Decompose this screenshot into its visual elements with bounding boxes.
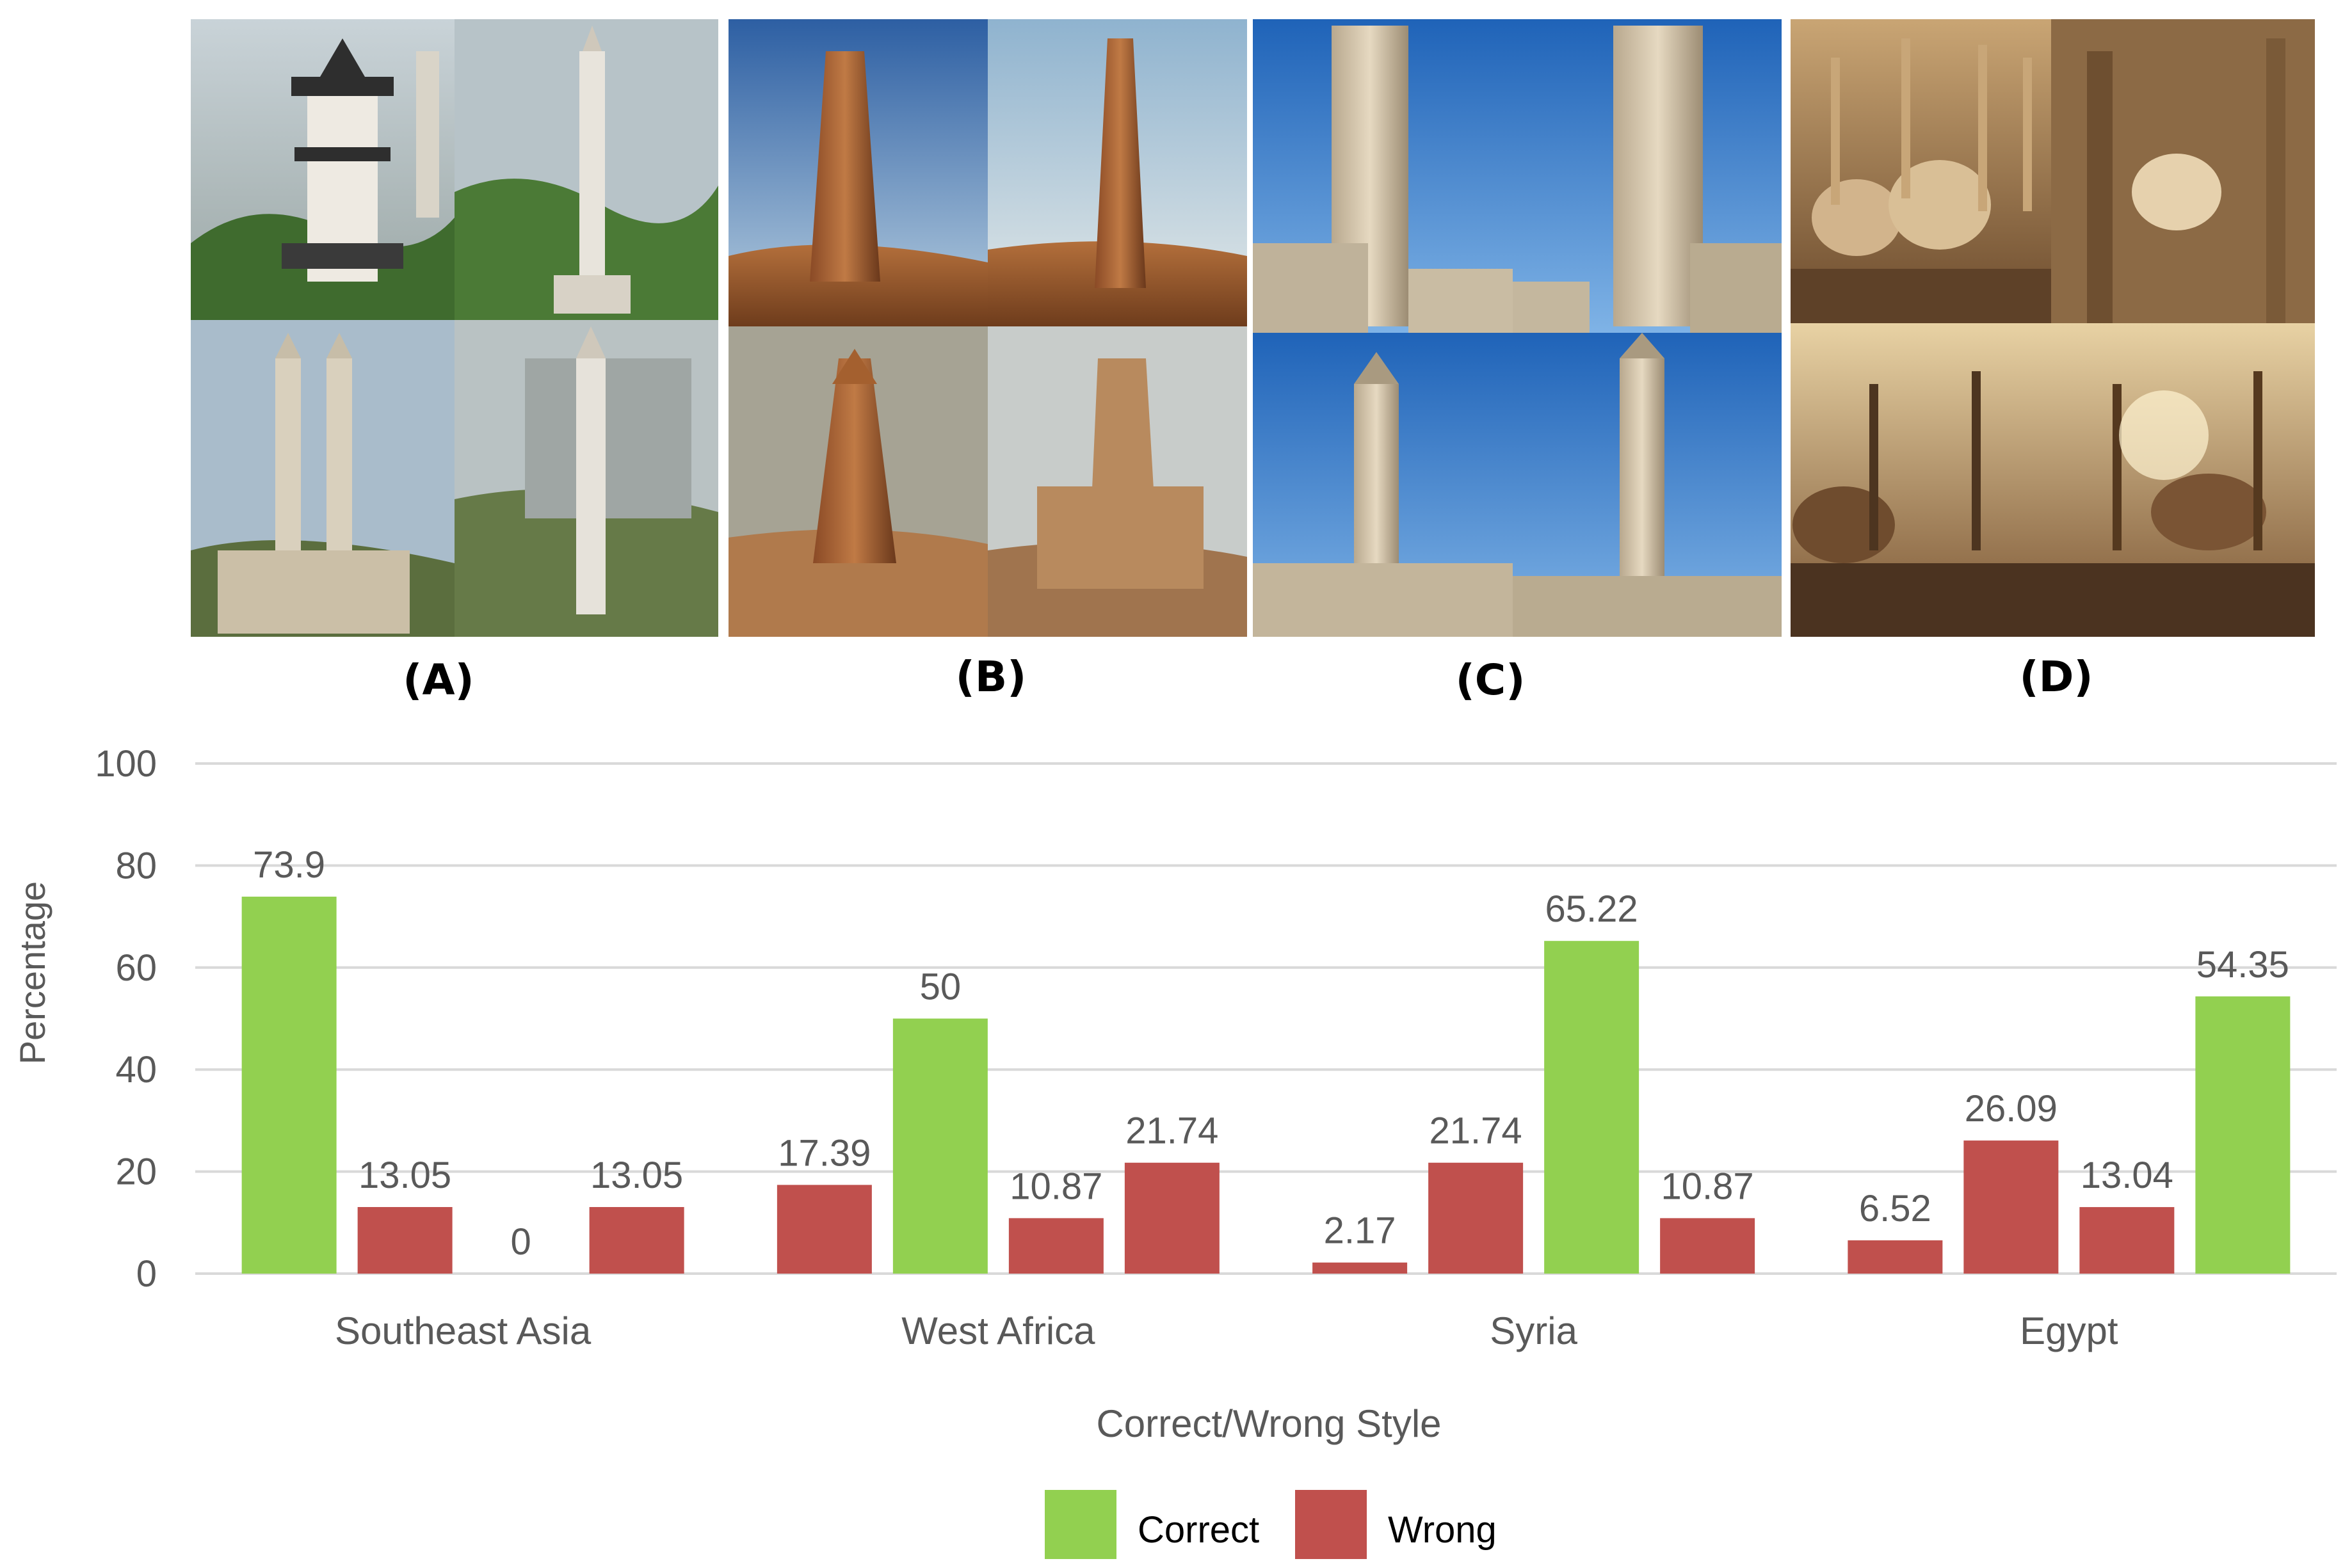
data-label: 21.74 (1430, 1110, 1522, 1152)
bar-wrong (777, 1185, 872, 1274)
data-label: 54.35 (2196, 944, 2289, 986)
data-label: 13.05 (358, 1155, 451, 1196)
bar-wrong (1008, 1218, 1104, 1274)
photo-strip: (A) (B) (C) (D) (191, 19, 2315, 705)
data-label: 6.52 (1859, 1188, 1931, 1229)
legend-label-wrong: Wrong (1388, 1509, 1497, 1551)
y-axis-ticks: 0 20 40 60 80 100 (95, 743, 157, 1295)
data-label: 50 (920, 966, 962, 1008)
panel-label-a: (A) (403, 655, 474, 705)
bar-wrong (2079, 1207, 2175, 1274)
data-label: 0 (510, 1221, 531, 1263)
category-label: West Africa (901, 1309, 1095, 1352)
bar-wrong (1660, 1218, 1755, 1274)
category-label: Southeast Asia (335, 1309, 592, 1352)
y-tick-label: 0 (136, 1253, 157, 1295)
legend-swatch-correct (1045, 1490, 1116, 1559)
bar-correct (2195, 996, 2291, 1274)
data-label: 73.9 (253, 844, 325, 886)
data-label: 13.05 (590, 1155, 683, 1196)
bar-wrong (1848, 1240, 1943, 1274)
y-tick-label: 40 (115, 1049, 157, 1091)
bar-correct (241, 897, 337, 1274)
photo-panel-b (729, 19, 1247, 637)
x-axis-title: Correct/Wrong Style (1096, 1402, 1441, 1445)
bar-correct (1544, 941, 1639, 1274)
data-label: 10.87 (1010, 1165, 1102, 1207)
panel-label-d: (D) (2019, 652, 2093, 701)
data-label: 10.87 (1661, 1165, 1754, 1207)
legend-swatch-wrong (1295, 1490, 1367, 1559)
bar-wrong (1312, 1262, 1408, 1274)
legend: Correct Wrong (1045, 1490, 1497, 1559)
data-label: 2.17 (1324, 1210, 1396, 1252)
data-label: 65.22 (1545, 888, 1638, 930)
photo-panel-d (1791, 19, 2315, 637)
bar-correct (892, 1018, 988, 1274)
bars (241, 897, 2291, 1274)
data-label: 26.09 (1965, 1088, 2058, 1130)
data-label: 13.04 (2081, 1155, 2173, 1196)
category-label: Egypt (2020, 1309, 2118, 1352)
y-axis-title: Percentage (12, 881, 52, 1064)
y-tick-label: 80 (115, 845, 157, 886)
photo-panel-c (1253, 19, 1782, 637)
y-tick-label: 60 (115, 947, 157, 989)
x-axis-categories: Southeast Asia West Africa Syria Egypt (335, 1309, 2118, 1352)
data-labels: 73.9 13.05 0 13.05 17.39 50 10.87 21.74 2.17 21.7… (253, 844, 2289, 1263)
category-label: Syria (1490, 1309, 1577, 1352)
bar-wrong (1124, 1162, 1220, 1274)
panel-label-b: (B) (956, 652, 1027, 701)
data-label: 21.74 (1125, 1110, 1218, 1152)
data-label: 17.39 (778, 1132, 871, 1174)
bar-wrong (1963, 1140, 2059, 1274)
panel-label-c: (C) (1456, 655, 1526, 705)
gridlines (195, 762, 2337, 1275)
photo-panel-a (191, 19, 718, 637)
y-tick-label: 20 (115, 1151, 157, 1193)
bar-wrong (589, 1206, 684, 1274)
bar-wrong (357, 1206, 453, 1274)
legend-label-correct: Correct (1138, 1509, 1259, 1551)
y-tick-label: 100 (95, 743, 157, 785)
bar-wrong (1428, 1162, 1524, 1274)
